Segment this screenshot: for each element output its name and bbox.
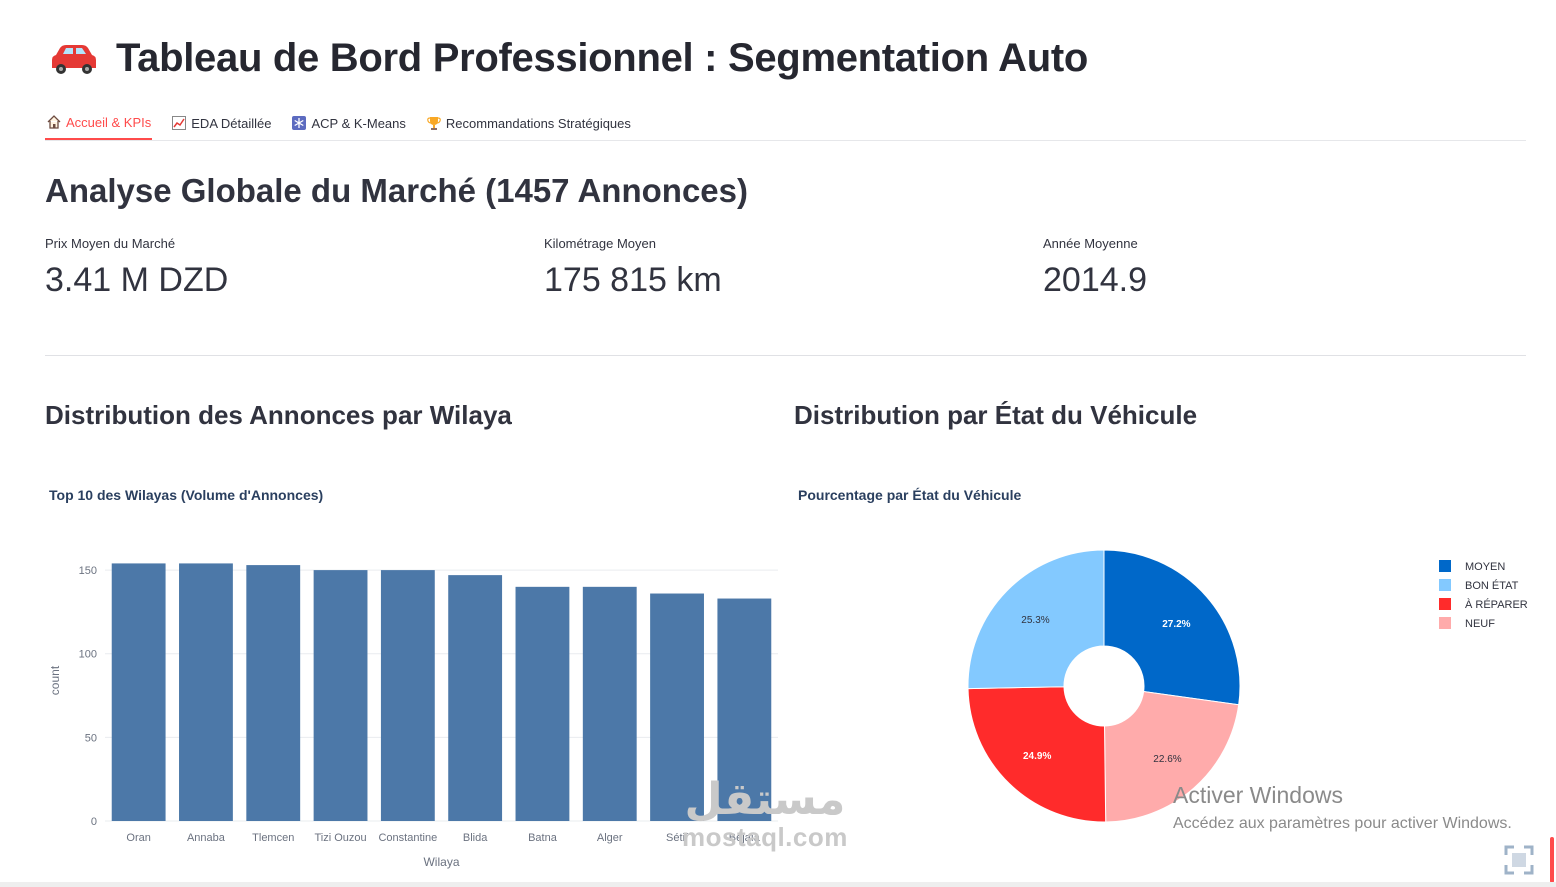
x-tick-label: Béjaïa <box>729 832 761 844</box>
page-title: Tableau de Bord Professionnel : Segmenta… <box>46 30 1088 86</box>
legend-label[interactable]: NEUF <box>1465 618 1495 630</box>
legend-label[interactable]: À RÉPARER <box>1465 598 1528 611</box>
y-axis-label: count <box>48 665 62 695</box>
metric-label: Kilométrage Moyen <box>544 236 656 251</box>
bottom-bar <box>0 882 1556 887</box>
activate-windows-subtitle: Accédez aux paramètres pour activer Wind… <box>1173 815 1512 832</box>
tab-bar: Accueil & KPIs EDA Détaillée ACP & K-Mea… <box>45 106 1526 141</box>
metric-annee-moyenne: Année Moyenne 2014.9 <box>1043 236 1147 300</box>
bar[interactable] <box>717 598 772 821</box>
mostaql-watermark: مستقل mostaql.com <box>682 778 848 853</box>
bar[interactable] <box>179 563 233 821</box>
x-tick-label: Constantine <box>378 832 437 844</box>
trophy-icon <box>427 117 441 130</box>
market-analysis-heading: Analyse Globale du Marché (1457 Annonces… <box>45 172 748 209</box>
slice-value-label: 25.3% <box>1021 615 1049 626</box>
x-tick-label: Annaba <box>187 832 226 844</box>
x-tick-label: Sétif <box>666 832 689 844</box>
bar[interactable] <box>246 565 301 821</box>
legend-swatch <box>1439 560 1451 572</box>
etat-distribution-heading: Distribution par État du Véhicule <box>794 400 1198 430</box>
metric-label: Prix Moyen du Marché <box>45 236 176 251</box>
bar[interactable] <box>380 570 435 821</box>
x-axis-label: Wilaya <box>423 855 459 869</box>
car-icon <box>52 45 96 74</box>
metric-value: 3.41 M DZD <box>45 261 229 299</box>
legend-swatch <box>1439 579 1451 591</box>
tab-label: Accueil & KPIs <box>66 114 152 130</box>
metric-prix-moyen: Prix Moyen du Marché 3.41 M DZD <box>45 236 228 300</box>
tab-recommandations[interactable]: Recommandations Stratégiques <box>425 106 632 140</box>
x-tick-label: Blida <box>463 832 488 844</box>
slice-value-label: 24.9% <box>1023 751 1051 762</box>
tab-label: EDA Détaillée <box>191 115 272 131</box>
activate-windows-notice: Activer Windows Accédez aux paramètres p… <box>1173 782 1512 833</box>
metric-kilometrage-moyen: Kilométrage Moyen 175 815 km <box>544 236 722 300</box>
x-tick-label: Batna <box>528 832 558 844</box>
y-tick-label: 50 <box>85 732 97 744</box>
x-tick-label: Alger <box>597 832 623 844</box>
activate-windows-title: Activer Windows <box>1173 782 1343 808</box>
donut-slice[interactable] <box>967 549 1105 690</box>
y-tick-label: 100 <box>79 649 97 661</box>
page-title-text: Tableau de Bord Professionnel : Segmenta… <box>116 35 1089 80</box>
focus-frame-icon[interactable] <box>1502 843 1536 877</box>
legend-swatch <box>1439 617 1451 629</box>
metric-value: 175 815 km <box>544 261 722 299</box>
mostaql-latin: mostaql.com <box>682 822 848 852</box>
x-tick-label: Tizi Ouzou <box>314 832 366 844</box>
house-icon <box>47 115 61 129</box>
bar[interactable] <box>650 593 704 821</box>
tab-eda-detaillee[interactable]: EDA Détaillée <box>170 106 272 140</box>
metric-value: 2014.9 <box>1043 261 1147 299</box>
bar[interactable] <box>313 570 368 821</box>
bar[interactable] <box>515 586 570 821</box>
tab-accueil-kpis[interactable]: Accueil & KPIs <box>45 106 153 140</box>
snowflake-icon <box>292 116 307 130</box>
x-tick-label: Tlemcen <box>252 832 294 844</box>
etat-donut-chart[interactable]: 27.2% 22.6% 24.9% 25.3% <box>960 540 1260 830</box>
etat-legend[interactable]: MOYEN BON ÉTAT À RÉPARER NEUF <box>1430 555 1550 635</box>
legend-label[interactable]: BON ÉTAT <box>1465 579 1519 592</box>
slice-value-label: 22.6% <box>1153 754 1181 765</box>
bar[interactable] <box>111 563 166 821</box>
bar[interactable] <box>582 586 637 821</box>
tab-label: ACP & K-Means <box>311 115 406 131</box>
section-divider <box>45 355 1526 356</box>
legend-label[interactable]: MOYEN <box>1465 561 1505 573</box>
donut-slice[interactable] <box>1103 690 1240 823</box>
pie-chart-title: Pourcentage par État du Véhicule <box>798 487 1022 503</box>
bar-chart-title: Top 10 des Wilayas (Volume d'Annonces) <box>49 487 324 503</box>
bar[interactable] <box>448 575 503 821</box>
mostaql-arabic: مستقل <box>684 775 846 824</box>
x-tick-label: Oran <box>126 832 150 844</box>
chart-line-icon <box>172 116 187 130</box>
donut-slice[interactable] <box>1103 549 1241 706</box>
legend-swatch <box>1439 598 1451 610</box>
wilaya-distribution-heading: Distribution des Annonces par Wilaya <box>45 400 512 430</box>
metric-label: Année Moyenne <box>1043 236 1138 251</box>
slice-value-label: 27.2% <box>1162 619 1190 630</box>
side-indicator <box>1550 837 1554 883</box>
wilaya-bar-chart[interactable]: 0 50 100 150 Oran Annaba Tlemcen Tizi Ouzou Cons… <box>40 540 790 875</box>
donut-slice[interactable] <box>967 686 1107 823</box>
tab-label: Recommandations Stratégiques <box>445 115 631 131</box>
tab-acp-kmeans[interactable]: ACP & K-Means <box>290 106 406 140</box>
y-tick-label: 0 <box>91 816 97 828</box>
y-tick-label: 150 <box>79 565 97 577</box>
